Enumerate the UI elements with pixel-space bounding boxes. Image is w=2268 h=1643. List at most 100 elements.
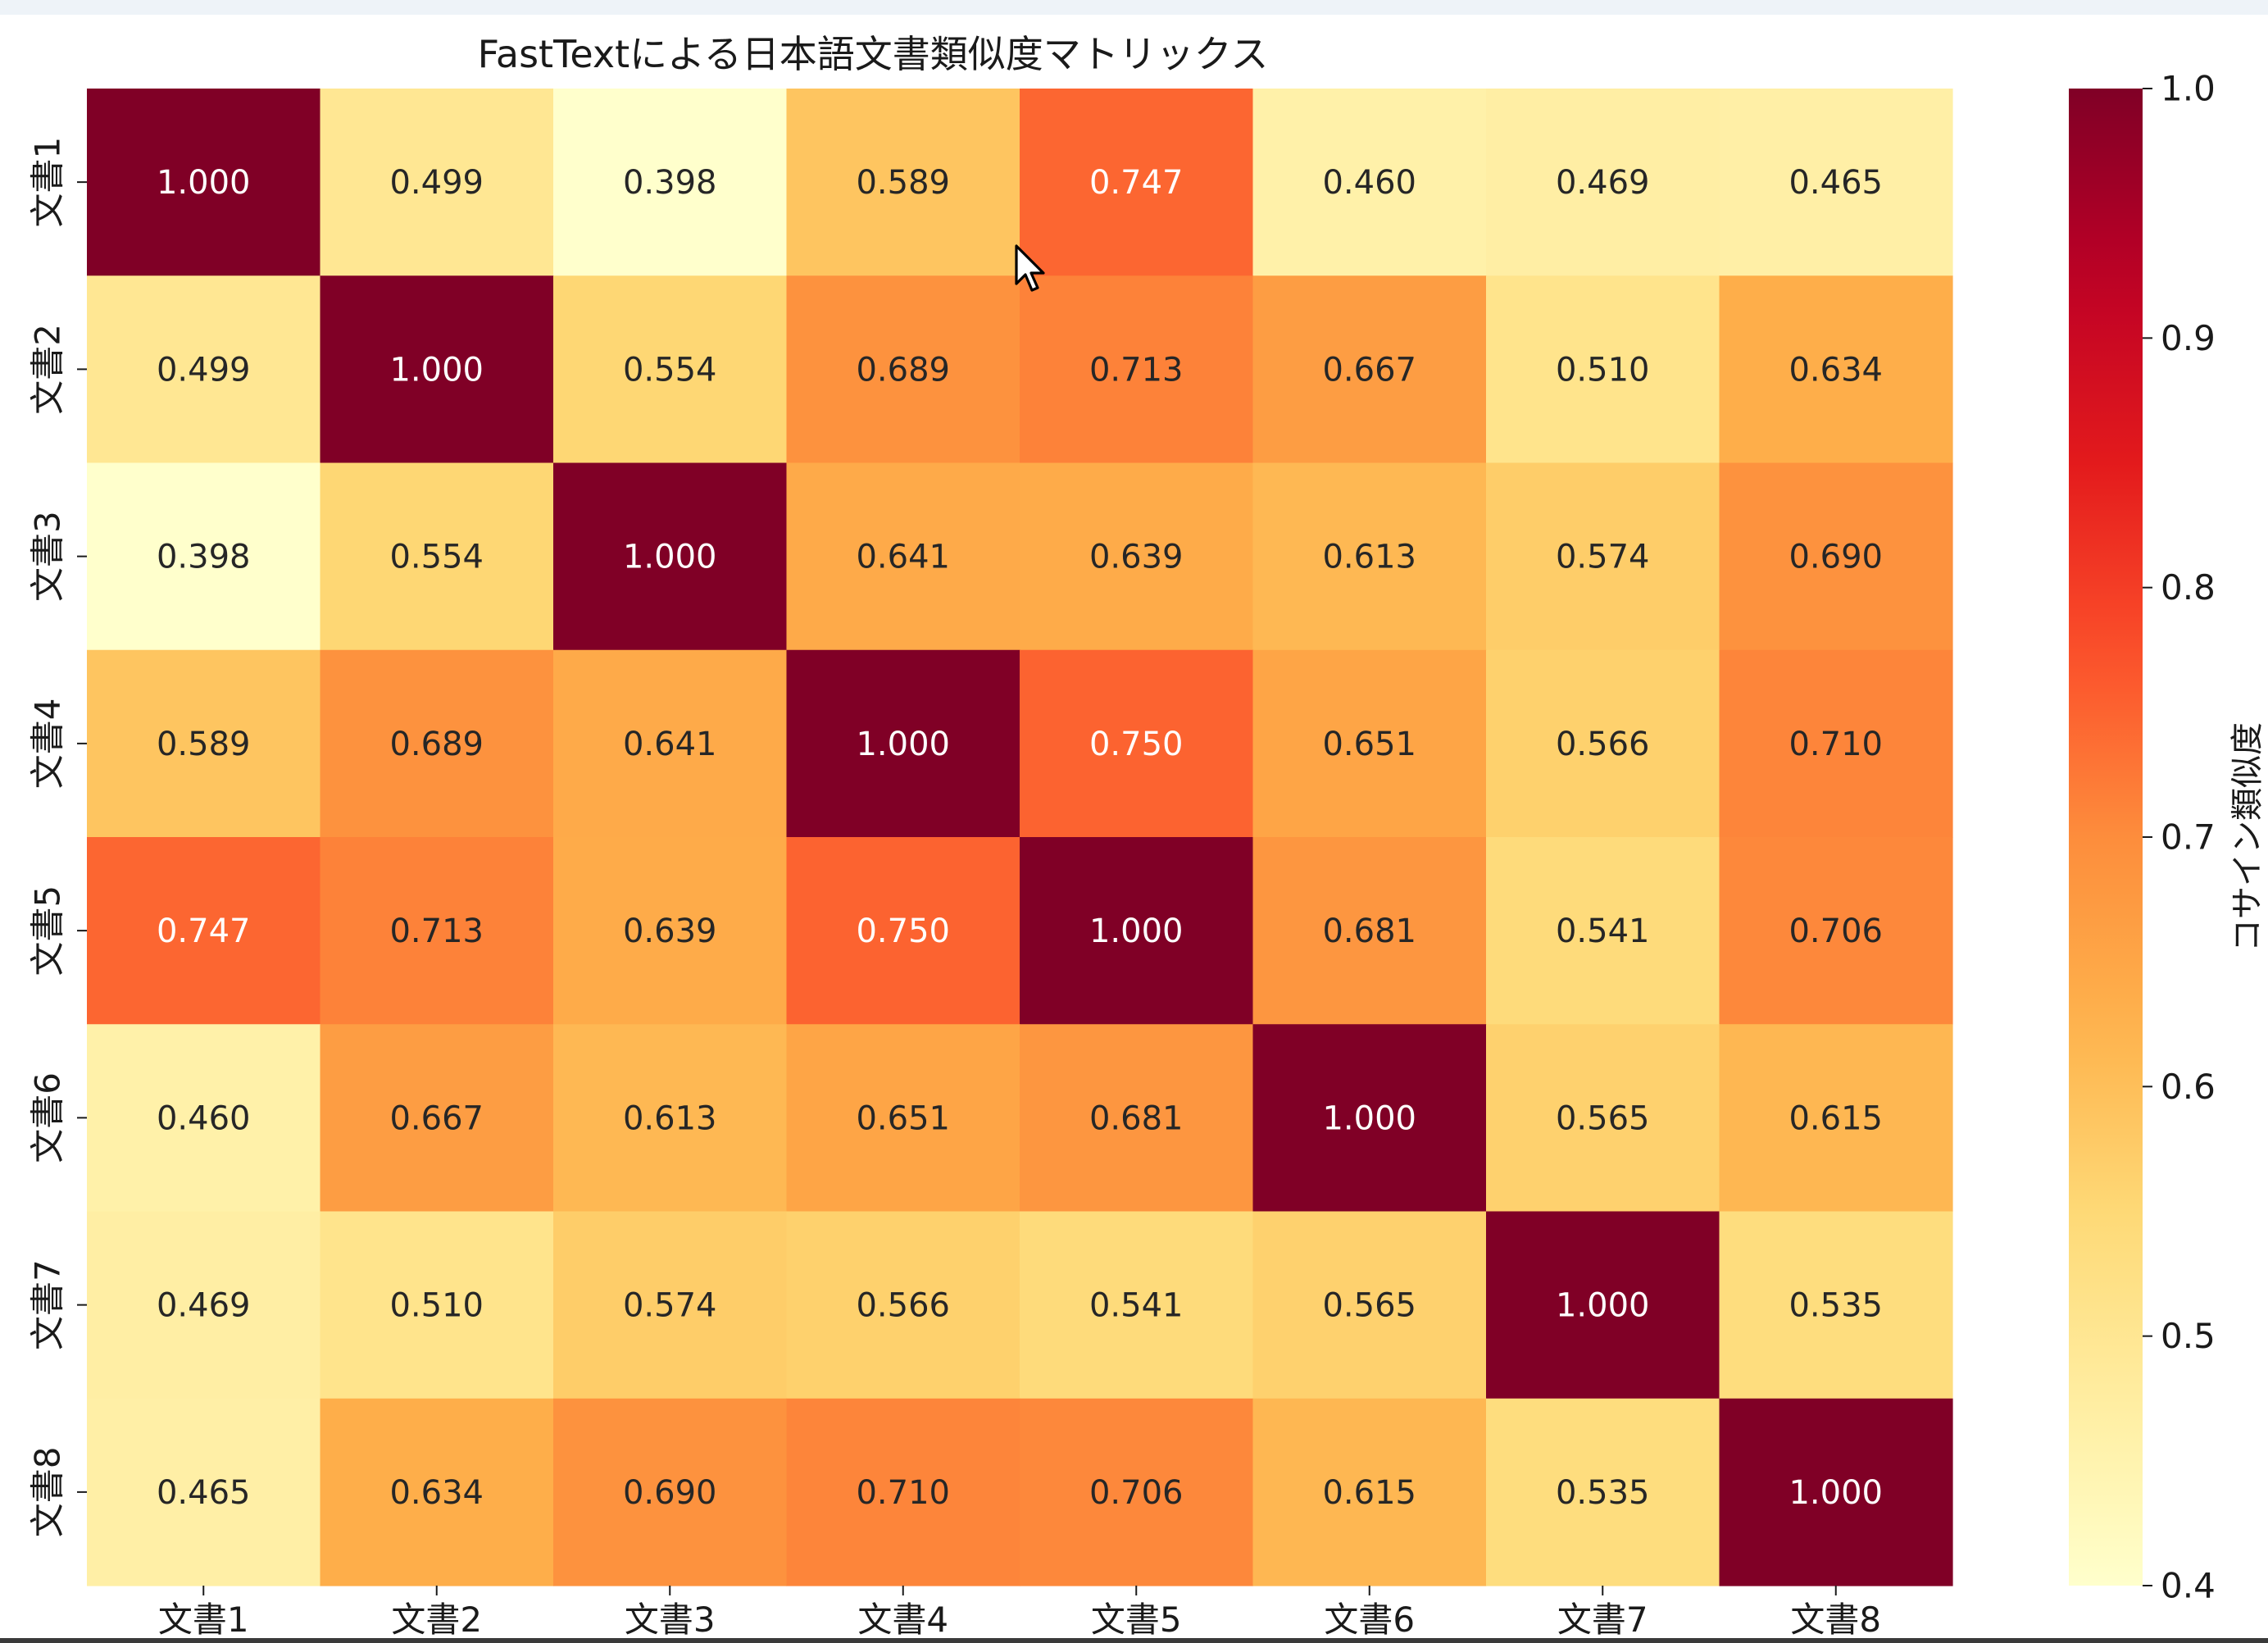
cell-r6-c8: [1719, 1024, 1953, 1213]
cell-value-r4-c7: 0.566: [1556, 726, 1650, 763]
cell-r8-c4: [786, 1398, 1020, 1586]
cell-r6-c1: [87, 1024, 321, 1213]
colorbar: [2069, 89, 2143, 1586]
cell-value-r2-c8: 0.634: [1788, 351, 1883, 389]
colorbar-tick-label-4: 0.7: [2161, 817, 2216, 858]
cell-value-r1-c2: 0.499: [389, 164, 484, 202]
cell-value-r4-c5: 0.750: [1089, 726, 1184, 763]
y-tick-label-6: 文書6: [28, 1072, 68, 1163]
cell-r2-c8: [1719, 275, 1953, 464]
cell-value-r6-c7: 0.565: [1556, 1099, 1650, 1137]
cell-r2-c5: [1020, 275, 1254, 464]
cell-value-r6-c8: 0.615: [1788, 1099, 1883, 1137]
cell-value-r6-c1: 0.460: [157, 1099, 251, 1137]
cell-r4-c3: [553, 649, 788, 838]
cell-value-r4-c6: 0.651: [1322, 726, 1416, 763]
y-tick-label-4: 文書4: [28, 699, 68, 790]
colorbar-tick-label-5: 0.8: [2161, 567, 2216, 608]
colorbar-tick-label-2: 0.5: [2161, 1316, 2216, 1356]
cell-r8-c1: [87, 1398, 321, 1586]
cell-r1-c5: [1020, 89, 1254, 276]
cell-r7-c2: [320, 1211, 554, 1400]
y-tick-label-7: 文書7: [28, 1259, 68, 1350]
cell-value-r4-c3: 0.641: [623, 726, 717, 763]
cell-value-r4-c1: 0.589: [157, 726, 251, 763]
cell-value-r3-c3: 1.000: [623, 539, 717, 576]
heatmap-annotations: 1.000 0.499 0.398 0.589 0.747 0.460 0.469 0.465…: [157, 164, 1883, 1512]
cell-value-r5-c6: 0.681: [1322, 913, 1416, 950]
x-axis: 文書1 文書2 文書3 文書4 文書5 文書6 文書7 文書8: [158, 1586, 1881, 1640]
cell-value-r3-c4: 0.641: [856, 539, 950, 576]
cell-value-r1-c8: 0.465: [1788, 164, 1883, 202]
cell-value-r1-c1: 1.000: [157, 164, 251, 202]
cell-value-r7-c3: 0.574: [623, 1287, 717, 1325]
cell-value-r8-c8: 1.000: [1788, 1474, 1883, 1512]
cell-r2-c6: [1252, 275, 1487, 464]
y-tick-label-5: 文書5: [28, 885, 68, 976]
cell-r7-c5: [1020, 1211, 1254, 1400]
x-tick-label-8: 文書8: [1790, 1600, 1881, 1640]
cell-r4-c4: [786, 649, 1020, 838]
cell-value-r2-c7: 0.510: [1556, 351, 1650, 389]
heatmap-cells: [87, 89, 1953, 1586]
cell-value-r1-c3: 0.398: [623, 164, 717, 202]
cell-r7-c4: [786, 1211, 1020, 1400]
cell-r3-c3: [553, 462, 788, 651]
cell-value-r1-c7: 0.469: [1556, 164, 1650, 202]
cell-value-r7-c7: 1.000: [1556, 1287, 1650, 1325]
cell-r8-c3: [553, 1398, 788, 1586]
x-tick-label-3: 文書3: [625, 1600, 716, 1640]
cell-r4-c6: [1252, 649, 1487, 838]
cell-r1-c7: [1486, 89, 1720, 276]
x-tick-label-6: 文書6: [1324, 1600, 1415, 1640]
cell-value-r7-c4: 0.566: [856, 1287, 950, 1325]
cell-r2-c2: [320, 275, 554, 464]
cell-value-r8-c7: 0.535: [1556, 1474, 1650, 1512]
y-tick-label-8: 文書8: [28, 1447, 68, 1538]
cell-value-r1-c4: 0.589: [856, 164, 950, 202]
cell-r6-c2: [320, 1024, 554, 1213]
chart-title: FastTextによる日本語文書類似度マトリックス: [478, 32, 1269, 76]
cell-value-r5-c2: 0.713: [389, 913, 484, 950]
cell-r1-c8: [1719, 89, 1953, 276]
cell-r1-c3: [553, 89, 788, 276]
cell-value-r3-c7: 0.574: [1556, 539, 1650, 576]
cell-value-r8-c2: 0.634: [389, 1474, 484, 1512]
cell-r3-c5: [1020, 462, 1254, 651]
cell-value-r3-c2: 0.554: [389, 539, 484, 576]
cell-value-r2-c6: 0.667: [1322, 351, 1416, 389]
cell-value-r2-c2: 1.000: [389, 351, 484, 389]
cell-value-r8-c5: 0.706: [1089, 1474, 1184, 1512]
cell-r5-c8: [1719, 837, 1953, 1025]
x-tick-label-7: 文書7: [1557, 1600, 1648, 1640]
cell-r8-c7: [1486, 1398, 1720, 1586]
cell-value-r2-c3: 0.554: [623, 351, 717, 389]
cell-r3-c1: [87, 462, 321, 651]
cell-r2-c7: [1486, 275, 1720, 464]
cell-value-r8-c3: 0.690: [623, 1474, 717, 1512]
x-tick-label-1: 文書1: [158, 1600, 249, 1640]
cell-value-r6-c4: 0.651: [856, 1099, 950, 1137]
cell-r4-c5: [1020, 649, 1254, 838]
cell-value-r1-c5: 0.747: [1089, 164, 1184, 202]
cell-value-r5-c5: 1.000: [1089, 913, 1184, 950]
cell-r2-c3: [553, 275, 788, 464]
colorbar-tick-label-1: 0.4: [2161, 1566, 2216, 1606]
cell-r5-c5: [1020, 837, 1254, 1025]
cell-value-r3-c8: 0.690: [1788, 539, 1883, 576]
cell-r6-c4: [786, 1024, 1020, 1213]
cell-value-r7-c8: 0.535: [1788, 1287, 1883, 1325]
cell-r3-c7: [1486, 462, 1720, 651]
y-tick-label-3: 文書3: [28, 511, 68, 602]
cell-r6-c7: [1486, 1024, 1720, 1213]
cell-value-r5-c8: 0.706: [1788, 913, 1883, 950]
window-top-strip: [0, 0, 2268, 15]
cell-r8-c6: [1252, 1398, 1487, 1586]
x-tick-label-4: 文書4: [857, 1600, 948, 1640]
cell-value-r4-c4: 1.000: [856, 726, 950, 763]
cell-value-r5-c1: 0.747: [157, 913, 251, 950]
cell-value-r5-c4: 0.750: [856, 913, 950, 950]
cell-r1-c4: [786, 89, 1020, 276]
cell-r3-c4: [786, 462, 1020, 651]
cell-r5-c6: [1252, 837, 1487, 1025]
